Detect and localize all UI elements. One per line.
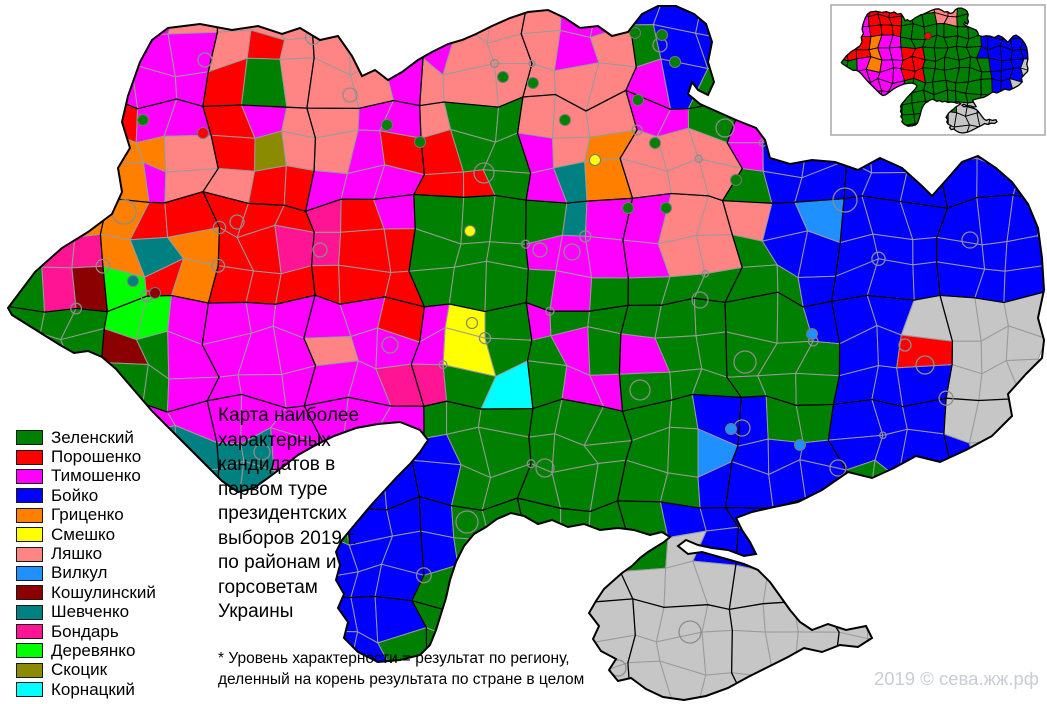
legend-swatch-koshulynsky: [16, 585, 43, 601]
legend-swatch-smeshko: [16, 527, 43, 543]
legend-label: Тимошенко: [51, 466, 141, 486]
legend-item: Бойко: [16, 486, 156, 505]
legend-item: Корнацкий: [16, 680, 156, 699]
city-council-dots: [127, 27, 818, 451]
legend-swatch-tymoshenko: [16, 468, 43, 484]
legend-label: Шевченко: [51, 602, 130, 622]
legend-label: Ляшко: [51, 544, 103, 564]
legend-swatch-poroshenko: [16, 449, 43, 465]
candidate-legend: Зеленский Порошенко Тимошенко Бойко Гриценко…: [16, 428, 156, 699]
legend-item: Шевченко: [16, 602, 156, 622]
legend-label: Бондарь: [51, 621, 119, 641]
legend-swatch-shevchenko: [16, 604, 43, 620]
legend-swatch-zelensky: [16, 430, 43, 446]
legend-item: Деревянко: [16, 641, 156, 660]
legend-swatch-skotsyk: [16, 662, 43, 678]
watermark: 2019 © сева.жж.рф: [873, 668, 1039, 689]
legend-swatch-lyashko: [16, 546, 43, 562]
legend-label: Вилкул: [51, 563, 108, 583]
inset-map: [830, 4, 1046, 136]
legend-item: Тимошенко: [16, 466, 156, 486]
legend-label: Зеленский: [51, 427, 134, 447]
legend-label: Деревянко: [51, 641, 136, 660]
legend-label: Кошулинский: [51, 582, 156, 602]
legend-swatch-hrytsenko: [16, 507, 43, 523]
legend-item: Гриценко: [16, 505, 156, 525]
legend-item: Порошенко: [16, 447, 156, 466]
legend-item: Бондарь: [16, 622, 156, 641]
map-footnote: * Уровень характерности = результат по р…: [218, 650, 585, 688]
legend-label: Бойко: [51, 485, 99, 505]
legend-swatch-derevianko: [16, 643, 43, 659]
legend-item: Вилкул: [16, 563, 156, 583]
legend-item: Ляшко: [16, 544, 156, 563]
inset-kyiv-dot: [924, 32, 932, 40]
legend-swatch-boyko: [16, 488, 43, 504]
legend-label: Скоцик: [51, 660, 108, 680]
map-title: Карта наиболее характерных кандидатов в …: [218, 405, 360, 622]
legend-item: Скоцик: [16, 660, 156, 680]
legend-label: Смешко: [51, 524, 116, 544]
legend-item: Смешко: [16, 525, 156, 544]
legend-item: Кошулинский: [16, 583, 156, 602]
legend-swatch-vylkul: [16, 565, 43, 581]
legend-label: Гриценко: [51, 505, 124, 525]
legend-swatch-bondar: [16, 624, 43, 640]
legend-label: Порошенко: [51, 447, 142, 467]
legend-item: Зеленский: [16, 428, 156, 447]
country-border: [6, 5, 1046, 702]
legend-label: Корнацкий: [51, 679, 135, 699]
legend-swatch-kornatsky: [16, 682, 43, 698]
